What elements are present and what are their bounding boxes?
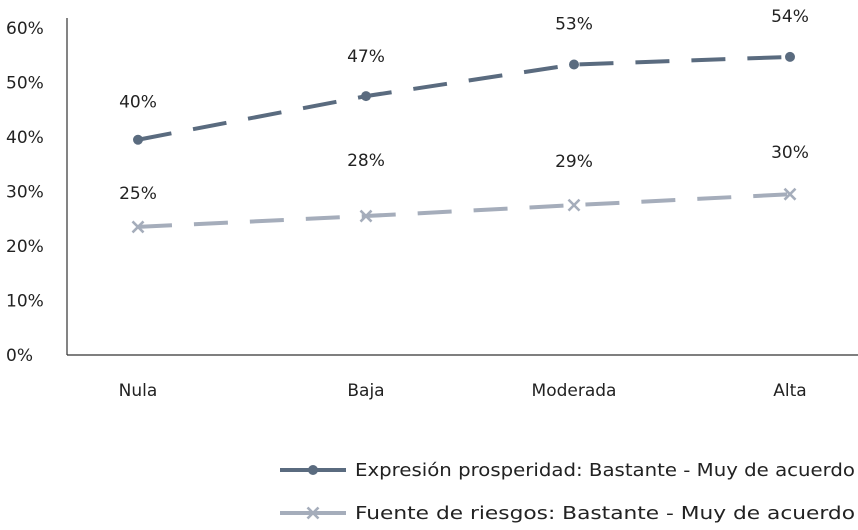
series-layer: 40% 47% 53% 54% 25% 28% 29% 30% (119, 7, 809, 234)
data-point-stroke (131, 220, 145, 234)
data-point (783, 187, 797, 201)
data-label: 30% (771, 143, 809, 163)
y-tick-label: 30% (6, 183, 44, 203)
legend-marker (306, 506, 320, 520)
series-2: 25% 28% 29% 30% (119, 143, 809, 234)
data-point (567, 198, 581, 212)
data-label: 53% (555, 15, 593, 35)
x-tick-label: Alta (773, 381, 806, 401)
data-label: 47% (347, 47, 385, 67)
data-point (569, 59, 579, 70)
x-tick-label: Baja (347, 381, 384, 401)
x-tick-label: Moderada (532, 381, 617, 401)
y-axis-ticks: 0% 10% 20% 30% 40% 50% 60% (6, 19, 44, 366)
x-tick-label: Nula (119, 381, 158, 401)
data-label: 29% (555, 152, 593, 172)
data-label: 28% (347, 151, 385, 171)
y-tick-label: 50% (6, 74, 44, 94)
y-tick-label: 60% (6, 19, 44, 39)
data-point-stroke (567, 198, 581, 212)
data-point (133, 134, 143, 145)
data-point-stroke (359, 209, 373, 223)
y-tick-label: 20% (6, 237, 44, 257)
legend: Expresión prosperidad: Bastante - Muy de… (280, 460, 855, 524)
series-line (137, 192, 791, 229)
data-label: 54% (771, 7, 809, 27)
data-point (359, 209, 373, 223)
series-1: 40% 47% 53% 54% (119, 7, 809, 145)
y-tick-label: 10% (6, 292, 44, 312)
legend-marker-stroke (306, 506, 320, 520)
series-line (137, 54, 791, 142)
data-point (361, 91, 371, 102)
x-axis-ticks: Nula Baja Moderada Alta (119, 381, 807, 401)
legend-item-2: Fuente de riesgos: Bastante - Muy de acu… (280, 503, 855, 524)
chart-axes (66, 18, 858, 356)
legend-label: Expresión prosperidad: Bastante - Muy de… (355, 460, 855, 481)
legend-marker (308, 465, 318, 475)
y-tick-label: 40% (6, 128, 44, 148)
data-point (785, 51, 795, 62)
y-tick-label: 0% (6, 346, 33, 366)
legend-item-1: Expresión prosperidad: Bastante - Muy de… (280, 460, 855, 481)
legend-label: Fuente de riesgos: Bastante - Muy de acu… (355, 503, 855, 524)
data-point (131, 220, 145, 234)
data-label: 40% (119, 93, 157, 113)
data-point-stroke (783, 187, 797, 201)
data-label: 25% (119, 184, 157, 204)
